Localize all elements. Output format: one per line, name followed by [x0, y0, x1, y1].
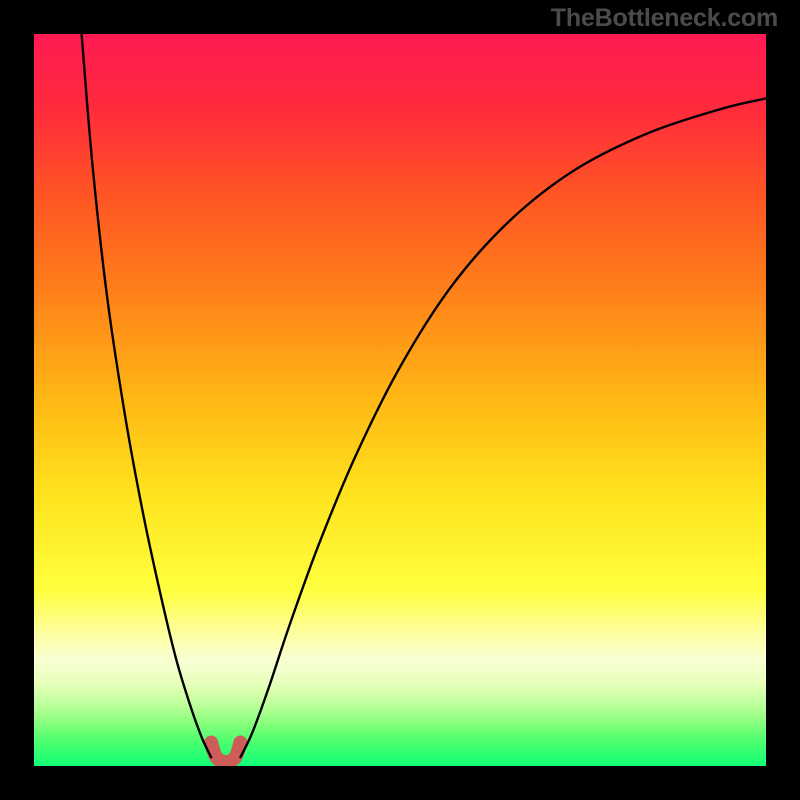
watermark-text: TheBottleneck.com [551, 4, 778, 33]
bottleneck-chart [0, 0, 800, 800]
plot-background [34, 34, 766, 766]
